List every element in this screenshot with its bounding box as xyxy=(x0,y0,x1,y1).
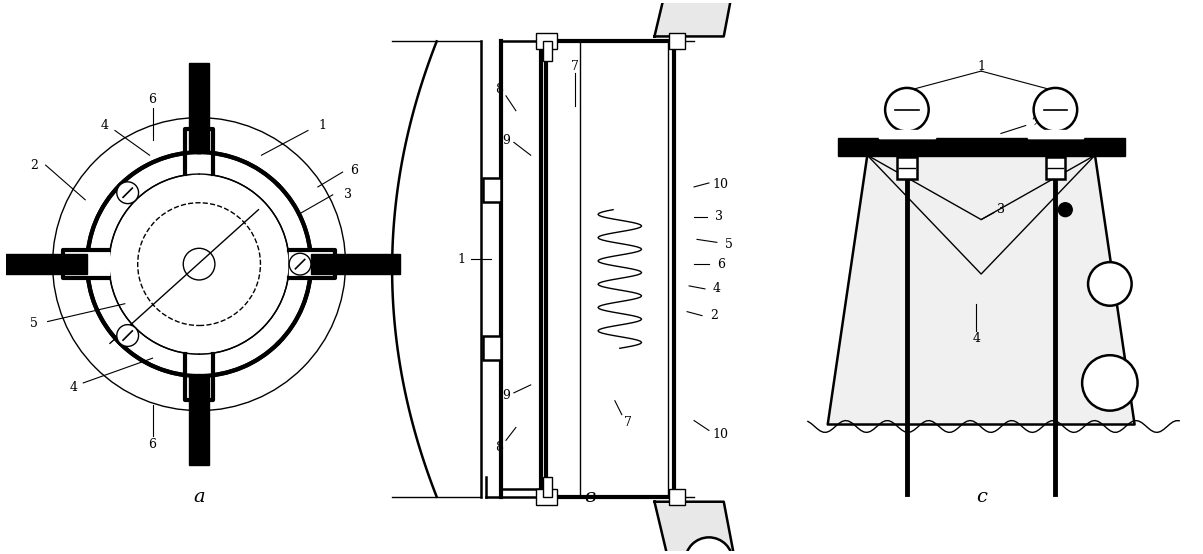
FancyBboxPatch shape xyxy=(484,178,500,202)
Bar xyxy=(189,376,209,465)
Text: 4: 4 xyxy=(70,381,77,394)
Text: 6: 6 xyxy=(350,163,358,177)
Polygon shape xyxy=(185,129,213,174)
Circle shape xyxy=(117,325,138,346)
Text: 5: 5 xyxy=(724,238,733,251)
Polygon shape xyxy=(654,502,743,554)
Text: 1: 1 xyxy=(457,253,466,266)
Text: 6: 6 xyxy=(717,258,724,271)
Text: 4: 4 xyxy=(101,119,109,132)
FancyBboxPatch shape xyxy=(484,336,500,360)
Text: 2: 2 xyxy=(1032,117,1039,130)
Circle shape xyxy=(686,537,733,554)
Text: 1: 1 xyxy=(977,60,985,73)
Text: 4: 4 xyxy=(358,258,367,271)
Circle shape xyxy=(117,182,138,204)
Bar xyxy=(0,254,87,274)
Text: 2: 2 xyxy=(710,309,718,322)
Text: 3: 3 xyxy=(715,210,723,223)
Text: 8: 8 xyxy=(496,441,503,454)
Text: 6: 6 xyxy=(148,438,156,451)
Text: 7: 7 xyxy=(624,416,632,429)
Circle shape xyxy=(1083,355,1138,411)
Bar xyxy=(879,125,935,138)
Circle shape xyxy=(289,253,310,275)
Bar xyxy=(1027,131,1083,138)
FancyBboxPatch shape xyxy=(1045,157,1066,179)
Polygon shape xyxy=(185,354,213,400)
Text: 2: 2 xyxy=(30,158,37,172)
FancyBboxPatch shape xyxy=(543,42,552,61)
Text: 6: 6 xyxy=(148,93,156,106)
FancyBboxPatch shape xyxy=(669,489,686,505)
Text: 4: 4 xyxy=(972,332,980,345)
Text: 10: 10 xyxy=(713,428,729,441)
Text: в: в xyxy=(585,488,595,506)
FancyBboxPatch shape xyxy=(897,157,917,179)
Text: 3: 3 xyxy=(344,188,351,201)
Polygon shape xyxy=(64,250,109,278)
Bar xyxy=(837,138,1125,156)
Text: 8: 8 xyxy=(496,84,503,96)
Text: 4: 4 xyxy=(713,283,721,295)
FancyBboxPatch shape xyxy=(535,489,557,505)
Bar xyxy=(189,63,209,152)
Text: 7: 7 xyxy=(571,60,579,73)
Polygon shape xyxy=(828,155,1134,424)
Circle shape xyxy=(1033,88,1077,131)
Bar xyxy=(310,254,401,274)
Circle shape xyxy=(1059,203,1072,217)
Bar xyxy=(1027,125,1083,138)
Text: 9: 9 xyxy=(502,389,510,402)
Polygon shape xyxy=(654,0,743,37)
Text: 10: 10 xyxy=(713,178,729,192)
Text: a: a xyxy=(194,488,205,506)
FancyBboxPatch shape xyxy=(535,33,557,49)
Polygon shape xyxy=(289,250,334,278)
Text: c: c xyxy=(976,488,986,506)
Text: 1: 1 xyxy=(319,119,327,132)
Circle shape xyxy=(1088,262,1132,306)
FancyBboxPatch shape xyxy=(669,33,686,49)
Circle shape xyxy=(885,88,929,131)
Text: 9: 9 xyxy=(502,134,510,147)
Bar xyxy=(879,131,935,138)
Circle shape xyxy=(686,0,733,1)
FancyBboxPatch shape xyxy=(543,477,552,497)
Text: 3: 3 xyxy=(997,203,1005,216)
Text: 5: 5 xyxy=(30,317,37,330)
